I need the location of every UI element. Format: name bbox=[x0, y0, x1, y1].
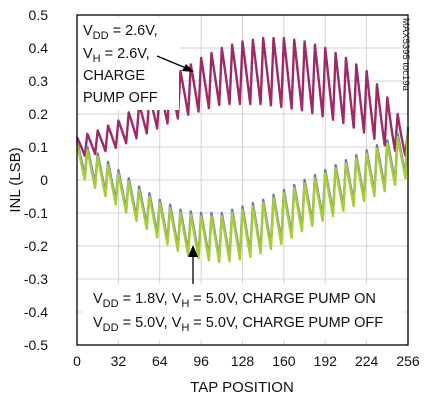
x-tick-label-1: 32 bbox=[111, 353, 127, 369]
y-tick-label-3: 0.2 bbox=[29, 106, 49, 122]
x-tick-label-2: 64 bbox=[152, 353, 168, 369]
arrow-to-magenta bbox=[156, 55, 194, 72]
bottom-annotation-line-1: VDD = 1.8V, VH = 5.0V, CHARGE PUMP ON bbox=[93, 291, 376, 310]
y-tick-label-4: 0.1 bbox=[29, 139, 49, 155]
y-axis-title: INL (LSB) bbox=[7, 147, 24, 212]
top-annotation-line-2: VH = 2.6V, bbox=[83, 46, 150, 65]
bottom-annotation-box bbox=[82, 284, 404, 340]
x-axis-title: TAP POSITION bbox=[190, 379, 294, 396]
series-magenta-line bbox=[75, 36, 410, 157]
watermark-text: MAX5395 toc19a bbox=[400, 18, 411, 92]
y-tick-label-8: -0.3 bbox=[24, 271, 48, 287]
y-tick-label-1: 0.4 bbox=[29, 40, 49, 56]
x-tick-label-8: 256 bbox=[396, 353, 420, 369]
top-annotation-line-4: PUMP OFF bbox=[83, 90, 158, 106]
plot-area bbox=[75, 36, 410, 264]
y-tick-label-9: -0.4 bbox=[24, 304, 48, 320]
y-tick-label-0: 0.5 bbox=[29, 7, 49, 23]
x-tick-label-5: 160 bbox=[272, 353, 296, 369]
tick-labels: 0 32 64 96 128 160 192 224 256 0.5 0.4 0.3 0.2 0.1 0 -0… bbox=[24, 7, 420, 369]
bottom-annotation-line-2: VDD = 5.0V, VH = 5.0V, CHARGE PUMP OFF bbox=[93, 315, 383, 334]
x-tick-label-7: 224 bbox=[355, 353, 379, 369]
y-tick-label-2: 0.3 bbox=[29, 73, 49, 89]
y-tick-label-10: -0.5 bbox=[24, 337, 48, 353]
plot-frame bbox=[76, 14, 409, 346]
x-tick-label-0: 0 bbox=[73, 353, 81, 369]
y-tick-label-5: 0 bbox=[40, 172, 48, 188]
series-green-line bbox=[75, 130, 410, 264]
y-tick-label-6: -0.1 bbox=[24, 205, 48, 221]
top-annotation-box bbox=[79, 17, 179, 110]
x-tick-label-3: 96 bbox=[193, 353, 209, 369]
top-annotation-line-3: CHARGE bbox=[83, 68, 145, 84]
top-annotation-line-1: VDD = 2.6V, bbox=[83, 23, 158, 42]
x-tick-label-4: 128 bbox=[231, 353, 255, 369]
x-tick-label-6: 192 bbox=[314, 353, 338, 369]
y-tick-label-7: -0.2 bbox=[24, 238, 48, 254]
arrow-to-green bbox=[188, 245, 198, 286]
